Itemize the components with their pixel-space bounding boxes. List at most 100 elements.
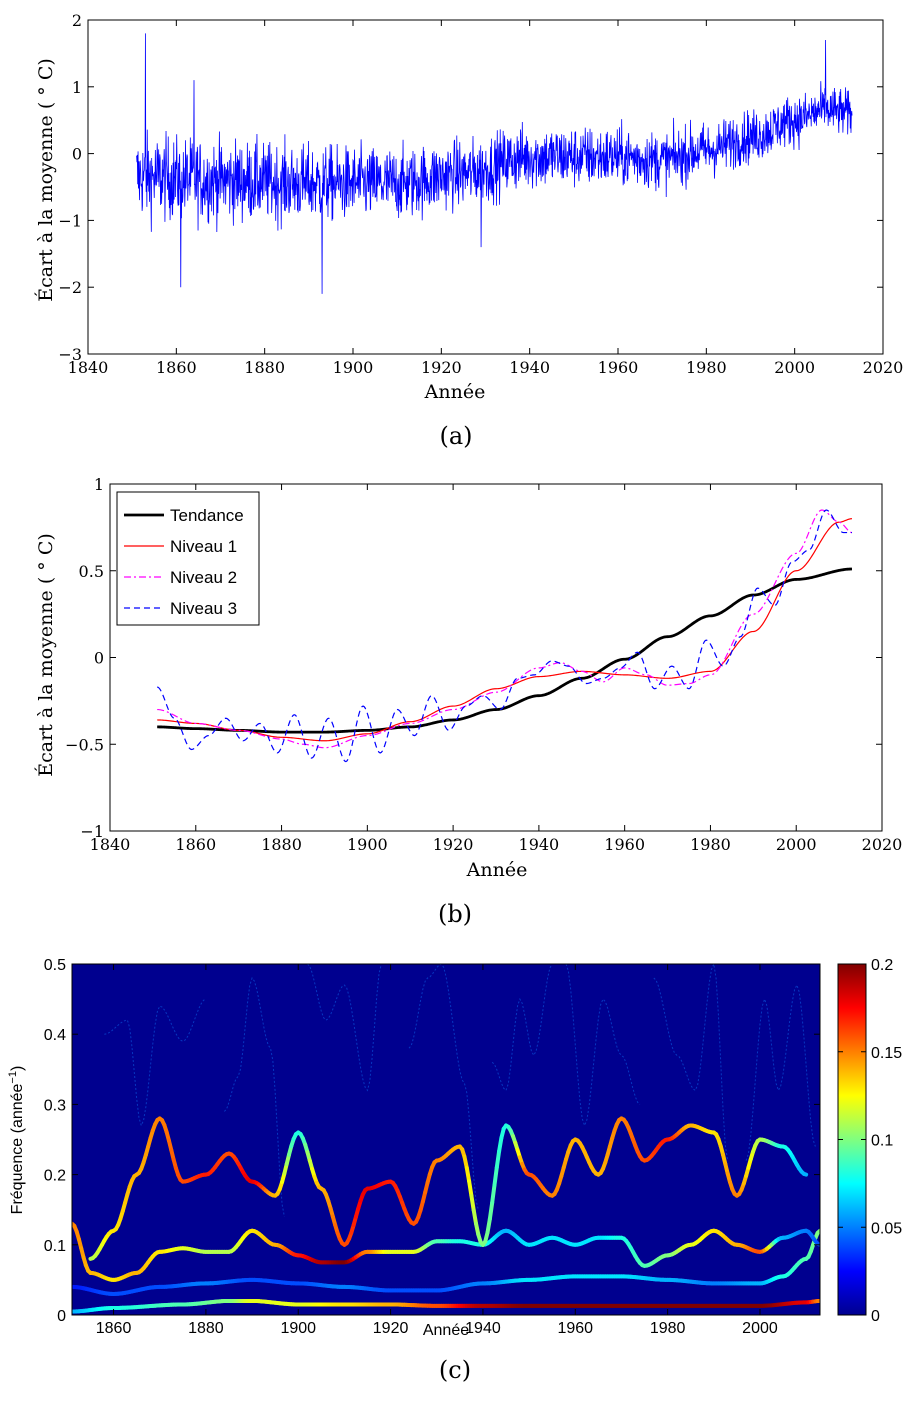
- legend-label: Niveau 1: [170, 537, 237, 556]
- heatmap-ridge-segment: [464, 1165, 472, 1184]
- y-tick-label: 0.4: [44, 1027, 66, 1044]
- panel-b-x-axis-label: Année: [466, 859, 528, 881]
- x-tick-label: 1840: [90, 835, 131, 854]
- legend-label: Niveau 2: [170, 568, 237, 587]
- series-line-temperature-anomaly: [136, 33, 853, 294]
- x-tick-label: 1880: [188, 1320, 224, 1337]
- panel-c-y-axis-label: Fréquence (année−1): [7, 1066, 26, 1215]
- heatmap-ridge-segment: [801, 1171, 809, 1177]
- panel-a-x-axis-label: Année: [424, 381, 486, 403]
- x-tick-label: 1880: [261, 835, 302, 854]
- panel-c-y-axis-label-superscript: −1: [7, 1071, 19, 1084]
- panel-a-axes-box: [87, 19, 884, 355]
- heatmap-faint-ridge: [653, 964, 729, 1161]
- panel-c-y-axis-label-main: Fréquence (année: [9, 1083, 26, 1214]
- x-tick-label: 1940: [519, 835, 560, 854]
- colorbar-tick-label: 0.1: [871, 1133, 893, 1150]
- legend-label: Niveau 3: [170, 599, 237, 618]
- y-tick-label: −3: [58, 345, 82, 364]
- x-tick-label: 1980: [650, 1320, 686, 1337]
- x-tick-label: 2000: [776, 835, 817, 854]
- y-tick-label: 0.5: [44, 957, 66, 974]
- panel-c: 1860 1880 1900 1920 1940 1960 1980 2000 0 0.1 0.2…: [7, 957, 902, 1384]
- panel-a-y-ticks: −3 −2 −1 0 1 2: [58, 11, 883, 364]
- heatmap-ridge-segment: [469, 1193, 476, 1213]
- panel-b-plot-area: [156, 509, 853, 763]
- x-tick-label: 1880: [244, 358, 285, 377]
- heatmap-faint-ridge: [408, 964, 479, 1210]
- x-tick-label: 1940: [465, 1320, 501, 1337]
- heatmap-ridge-segment: [497, 1135, 504, 1154]
- x-tick-label: 1920: [421, 358, 462, 377]
- x-tick-label: 1960: [557, 1320, 593, 1337]
- x-tick-label: 1900: [280, 1320, 316, 1337]
- heatmap-faint-ridge: [745, 983, 816, 1161]
- y-tick-label: 0.1: [44, 1238, 66, 1255]
- panel-b-x-ticks: 1840 1860 1880 1900 1920 1940 1960 1980 2000 2020: [90, 484, 902, 854]
- panel-a-caption: (a): [439, 422, 472, 450]
- panel-a: 1840 1860 1880 1900 1920 1940 1960 1980 2000 2020…: [34, 11, 903, 450]
- heatmap-ridge-segment: [471, 1208, 479, 1226]
- x-tick-label: 1920: [433, 835, 474, 854]
- series-line-niveau-3: [156, 509, 852, 763]
- panel-c-axes-box: [71, 963, 821, 1316]
- panel-b-y-ticks: −1 −0.5 0 0.5 1: [65, 475, 882, 841]
- y-tick-label: 2: [72, 11, 82, 30]
- heatmap-faint-ridge: [565, 964, 641, 1127]
- x-tick-label: 1960: [604, 835, 645, 854]
- x-tick-label: 2020: [863, 358, 904, 377]
- y-tick-label: −1: [80, 822, 104, 841]
- x-tick-label: 1960: [598, 358, 639, 377]
- y-tick-label: 0.5: [79, 562, 104, 581]
- heatmap-faint-ridge: [104, 998, 207, 1127]
- panel-a-x-ticks: 1840 1860 1880 1900 1920 1940 1960 1980 2000 2020: [68, 20, 904, 377]
- x-tick-label: 1860: [156, 358, 197, 377]
- colorbar-tick-label: 0.15: [871, 1045, 902, 1062]
- heatmap-ridge-segment: [485, 1217, 492, 1235]
- x-tick-label: 1900: [347, 835, 388, 854]
- legend-label: Tendance: [170, 506, 244, 525]
- y-tick-label: 1: [72, 78, 82, 97]
- x-tick-label: 1920: [373, 1320, 409, 1337]
- heatmap-faint-ridge: [307, 964, 382, 1092]
- panel-c-y-ticks: 0 0.1 0.2 0.3 0.4 0.5: [44, 957, 820, 1325]
- heatmap-ridge-segment: [467, 1179, 474, 1198]
- y-tick-label: 0: [94, 649, 104, 668]
- x-tick-label: 1900: [333, 358, 374, 377]
- panel-c-y-axis-label-close: ): [9, 1066, 26, 1071]
- panel-b-caption: (b): [438, 900, 472, 928]
- x-tick-label: 1860: [96, 1320, 132, 1337]
- panel-c-x-ticks: 1860 1880 1900 1920 1940 1960 1980 2000: [96, 964, 778, 1337]
- y-tick-label: −0.5: [65, 735, 104, 754]
- x-tick-label: 1980: [690, 835, 731, 854]
- y-tick-label: 0: [57, 1308, 66, 1325]
- colorbar-tick-label: 0: [871, 1308, 880, 1325]
- colorbar-tick-label: 0.2: [871, 957, 893, 974]
- x-tick-label: 2000: [774, 358, 815, 377]
- y-tick-label: −2: [58, 278, 82, 297]
- panel-c-colorbar-ticks: 0 0.05 0.1 0.15 0.2: [838, 957, 902, 1325]
- y-tick-label: −1: [58, 211, 82, 230]
- heatmap-ridge-segment: [492, 1165, 499, 1188]
- heatmap-ridge-segment: [494, 1149, 502, 1170]
- y-tick-label: 0: [72, 145, 82, 164]
- x-tick-label: 1980: [686, 358, 727, 377]
- heatmap-faint-ridge: [491, 964, 553, 1092]
- colorbar-tick-label: 0.05: [871, 1220, 902, 1237]
- y-tick-label: 0.2: [44, 1168, 66, 1185]
- panel-b-y-axis-label: Écart à la moyenne ( ° C): [34, 533, 57, 777]
- panel-b: 1840 1860 1880 1900 1920 1940 1960 1980 2000 2020…: [34, 475, 902, 928]
- panel-c-heatmap-background: [72, 964, 820, 1315]
- heatmap-ridge-segment: [487, 1200, 495, 1222]
- y-tick-label: 1: [94, 475, 104, 494]
- x-tick-label: 2000: [742, 1320, 778, 1337]
- panel-a-y-axis-label: Écart à la moyenne ( ° C): [34, 58, 57, 302]
- x-tick-label: 1860: [175, 835, 216, 854]
- panel-c-heatmap: [72, 964, 820, 1314]
- panel-a-plot-area: [136, 33, 853, 294]
- x-tick-label: 1840: [68, 358, 109, 377]
- y-tick-label: 0.3: [44, 1097, 66, 1114]
- series-line-niveau-2: [157, 509, 853, 749]
- series-line-niveau-1: [157, 518, 853, 742]
